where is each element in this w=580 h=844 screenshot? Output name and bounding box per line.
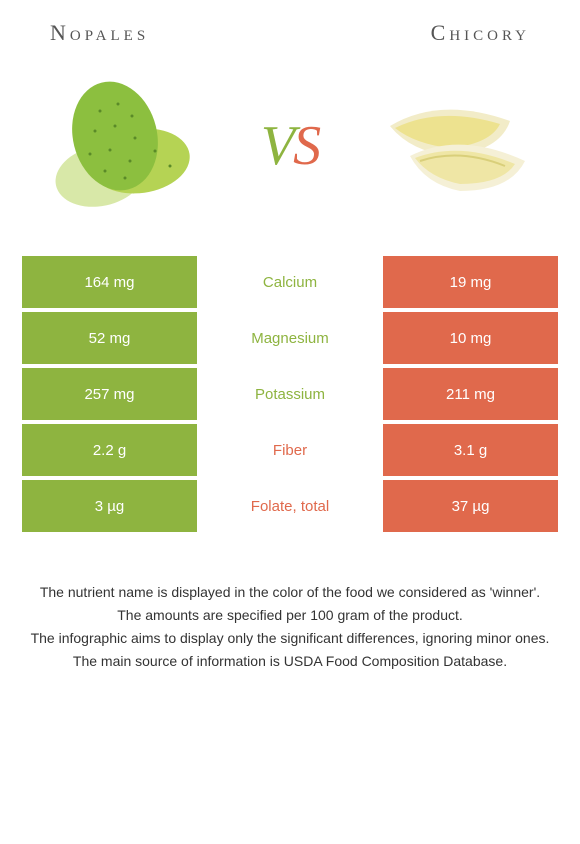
- footer-line: The main source of information is USDA F…: [30, 651, 550, 672]
- footer-line: The nutrient name is displayed in the co…: [30, 582, 550, 603]
- right-food-title: Chicory: [431, 20, 530, 46]
- nutrient-label-cell: Potassium: [197, 368, 383, 420]
- left-food-image: [40, 76, 220, 216]
- nutrient-label-cell: Calcium: [197, 256, 383, 308]
- table-row: 2.2 gFiber3.1 g: [22, 424, 558, 476]
- nutrient-table: 164 mgCalcium19 mg52 mgMagnesium10 mg257…: [22, 256, 558, 532]
- footer-line: The infographic aims to display only the…: [30, 628, 550, 649]
- vs-v: V: [261, 115, 293, 177]
- table-row: 164 mgCalcium19 mg: [22, 256, 558, 308]
- table-row: 257 mgPotassium211 mg: [22, 368, 558, 420]
- left-value-cell: 52 mg: [22, 312, 197, 364]
- left-value-cell: 164 mg: [22, 256, 197, 308]
- right-value-cell: 19 mg: [383, 256, 558, 308]
- table-row: 3 µgFolate, total37 µg: [22, 480, 558, 532]
- left-value-cell: 257 mg: [22, 368, 197, 420]
- vs-label: VS: [261, 114, 319, 178]
- right-value-cell: 37 µg: [383, 480, 558, 532]
- left-value-cell: 3 µg: [22, 480, 197, 532]
- left-food-title: Nopales: [50, 20, 149, 46]
- images-row: VS: [10, 76, 570, 216]
- table-row: 52 mgMagnesium10 mg: [22, 312, 558, 364]
- right-value-cell: 3.1 g: [383, 424, 558, 476]
- right-value-cell: 211 mg: [383, 368, 558, 420]
- nutrient-label-cell: Fiber: [197, 424, 383, 476]
- right-value-cell: 10 mg: [383, 312, 558, 364]
- footer-line: The amounts are specified per 100 gram o…: [30, 605, 550, 626]
- nutrient-label-cell: Magnesium: [197, 312, 383, 364]
- vs-s: S: [293, 115, 319, 177]
- nutrient-label-cell: Folate, total: [197, 480, 383, 532]
- footer-notes: The nutrient name is displayed in the co…: [10, 582, 570, 672]
- right-food-image: [360, 76, 540, 216]
- left-value-cell: 2.2 g: [22, 424, 197, 476]
- header: Nopales Chicory: [10, 20, 570, 46]
